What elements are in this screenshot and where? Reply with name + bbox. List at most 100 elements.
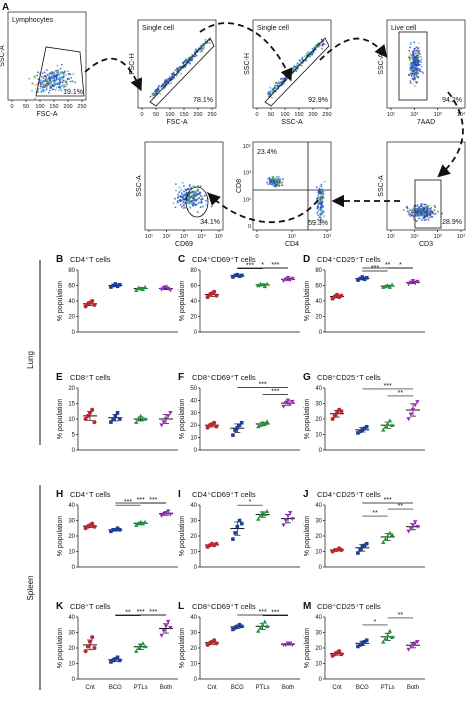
chart-panel-j: J CD4⁺CD25⁺T cells 0 10 20 30 40 % population **… <box>303 489 425 571</box>
y-axis-label: % population <box>57 399 64 440</box>
density-dot <box>319 209 322 212</box>
flow-xtick-label: 150 <box>179 112 188 118</box>
density-dot <box>320 183 323 186</box>
density-dot <box>418 53 421 55</box>
data-point <box>339 547 344 552</box>
data-point <box>339 652 344 657</box>
data-point <box>406 647 411 652</box>
density-dot <box>305 59 307 62</box>
density-dot <box>408 49 411 52</box>
y-tick-label: 80 <box>68 268 75 274</box>
density-dot <box>44 78 47 81</box>
data-point <box>115 411 120 415</box>
x-tick-label: Both <box>407 685 419 691</box>
group-bcg <box>355 424 370 435</box>
density-dot <box>195 200 197 202</box>
y-axis-label: % population <box>304 628 311 669</box>
data-point <box>168 626 173 631</box>
data-point <box>142 284 148 289</box>
y-tick-label: 30 <box>190 519 197 525</box>
x-tick-label: BCG <box>109 685 122 691</box>
density-dot <box>39 81 42 84</box>
data-point <box>264 624 270 629</box>
density-dot <box>412 52 414 54</box>
density-dot <box>431 212 433 215</box>
density-dot <box>296 64 298 67</box>
density-dot <box>319 44 322 47</box>
density-dot <box>271 88 274 91</box>
density-dot <box>421 66 423 68</box>
density-dot <box>69 80 72 83</box>
data-point <box>408 526 413 531</box>
chart-letter: D <box>303 254 310 265</box>
density-dot <box>193 198 196 201</box>
flow-x-label: CD69 <box>175 241 193 248</box>
density-dot <box>37 90 39 93</box>
density-dot <box>176 68 179 70</box>
density-dot <box>417 61 420 64</box>
density-dot <box>425 218 427 221</box>
density-dot <box>413 49 416 52</box>
data-point <box>231 275 235 279</box>
density-dot <box>181 192 183 195</box>
density-dot <box>317 191 320 194</box>
density-dot <box>183 202 186 205</box>
group-bcg <box>355 275 370 282</box>
density-cloud <box>402 203 443 223</box>
flow-panel-cd3: 28.9% 10¹ 10² 10³ 10⁴ CD3 SSC-A <box>378 141 466 248</box>
y-tick-label: 40 <box>315 615 322 621</box>
data-point <box>410 523 416 528</box>
density-dot <box>267 183 270 186</box>
density-dot <box>317 214 320 217</box>
density-dot <box>40 75 43 78</box>
group-bcg <box>230 622 245 632</box>
density-dot <box>182 200 185 203</box>
density-dot <box>167 78 169 80</box>
y-axis-label: % population <box>304 399 311 440</box>
data-point <box>362 277 367 282</box>
data-point <box>163 624 169 629</box>
density-dot <box>164 79 167 82</box>
x-tick-label: BCG <box>231 685 244 691</box>
density-dot <box>267 91 270 93</box>
density-dot <box>54 82 57 85</box>
density-dot <box>410 41 412 44</box>
data-point <box>239 521 244 526</box>
group-both <box>159 619 173 638</box>
density-dot <box>200 49 203 52</box>
flow-xtick-label: 10¹ <box>387 112 395 118</box>
density-dot <box>152 92 155 95</box>
flow-x-label: SSC-A <box>281 119 303 126</box>
flow-percentage: 19.1% <box>63 89 83 96</box>
density-dot <box>323 180 326 183</box>
flow-xtick-label: 10¹ <box>288 234 296 240</box>
significance-label: * <box>399 262 402 269</box>
density-dot <box>53 81 55 83</box>
significance-label: *** <box>246 263 254 270</box>
density-dot <box>48 89 51 92</box>
density-dot <box>63 70 66 73</box>
density-dot <box>307 51 309 53</box>
density-dot <box>414 69 416 72</box>
density-dot <box>416 214 419 217</box>
density-dot <box>42 80 45 82</box>
group-cnt <box>83 407 97 425</box>
x-tick-label: Cnt <box>332 685 342 691</box>
density-dot <box>182 204 185 207</box>
density-dot <box>417 59 420 62</box>
density-dot <box>197 47 200 50</box>
density-dot <box>186 191 188 194</box>
group-cnt <box>83 299 97 309</box>
y-tick-label: 40 <box>190 503 197 509</box>
y-tick-label: 80 <box>190 268 197 274</box>
density-dot <box>195 193 198 196</box>
density-dot <box>39 87 42 90</box>
data-point <box>136 645 141 650</box>
group-bcg <box>108 655 123 664</box>
data-point <box>406 417 411 422</box>
y-tick-label: 0 <box>194 677 198 683</box>
density-dot <box>58 83 61 86</box>
data-point <box>117 528 122 532</box>
density-dot <box>316 218 319 221</box>
y-tick-label: 20 <box>315 534 322 540</box>
